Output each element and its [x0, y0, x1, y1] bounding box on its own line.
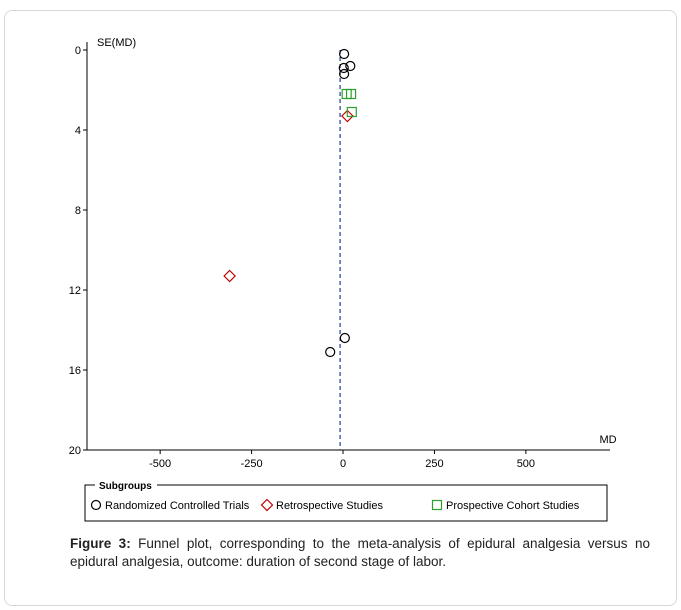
legend-circle-icon [90, 499, 102, 511]
circle-data-point [338, 62, 349, 74]
legend-entry-label: Retrospective Studies [276, 500, 383, 512]
legend-entry-label: Prospective Cohort Studies [446, 500, 580, 512]
y-tick-label: 4 [75, 125, 81, 137]
square-data-point [345, 88, 357, 100]
y-axis-label: SE(MD) [97, 37, 136, 49]
square-data-point [346, 106, 357, 118]
x-tick-label: -250 [241, 458, 263, 470]
y-tick-label: 0 [75, 45, 81, 57]
x-tick-label: 250 [425, 458, 443, 470]
x-tick-label: 500 [517, 458, 535, 470]
legend-title-backdrop [95, 479, 157, 491]
chart-svg: 0 4 8 12 16 20 -500 -250 0 250 500 SE(MD) MD Subgroup… [69, 37, 617, 522]
y-tick-label: 12 [69, 285, 81, 297]
legend-square-icon [431, 499, 443, 511]
legend-entry-label: Randomized Controlled Trials [105, 500, 250, 512]
circle-data-point [339, 48, 350, 60]
x-tick-label: -500 [149, 458, 171, 470]
legend-title: Subgroups [99, 481, 152, 492]
y-tick-label: 20 [69, 445, 81, 457]
x-tick-label: 0 [340, 458, 346, 470]
circle-data-point [339, 332, 350, 344]
y-tick-label: 16 [69, 365, 81, 377]
funnel-plot: 0 4 8 12 16 20 -500 -250 0 250 500 SE(MD) MD Subgroup… [69, 37, 617, 522]
legend-box [84, 484, 608, 522]
circle-data-point [325, 346, 336, 358]
diamond-data-point [341, 109, 354, 123]
figure-caption: Figure 3: Funnel plot, corresponding to … [70, 535, 650, 571]
circle-data-point [339, 68, 350, 80]
x-axis-label: MD [599, 434, 616, 446]
legend-diamond-icon [260, 498, 274, 512]
diamond-data-point [223, 269, 236, 283]
caption-text: Funnel plot, corresponding to the meta-a… [70, 536, 650, 569]
circle-data-point [345, 60, 356, 72]
y-tick-label: 8 [75, 205, 81, 217]
caption-label: Figure 3: [70, 536, 131, 551]
